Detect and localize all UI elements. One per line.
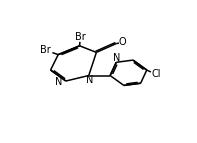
Text: Br: Br: [40, 45, 51, 55]
Text: N: N: [86, 75, 93, 85]
Text: Cl: Cl: [151, 69, 161, 79]
Text: N: N: [112, 53, 120, 63]
Text: Br: Br: [75, 32, 86, 42]
Text: N: N: [55, 77, 63, 87]
Text: O: O: [119, 37, 126, 47]
